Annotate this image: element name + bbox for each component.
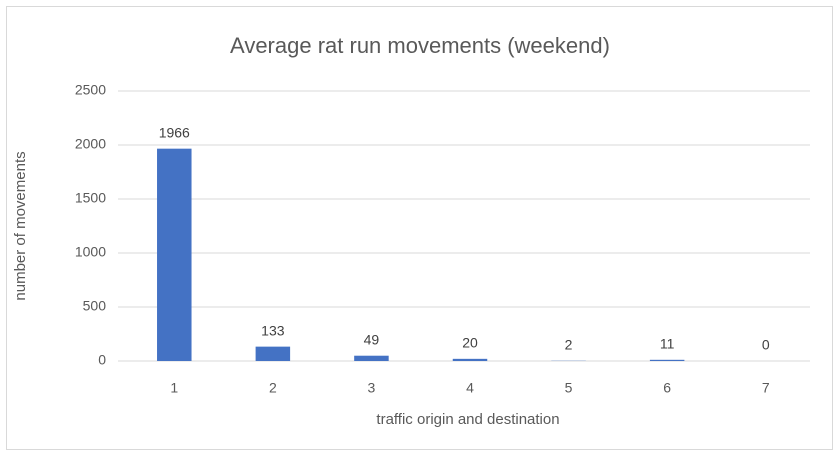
y-tick-label: 1500: [75, 190, 106, 206]
bar: [649, 359, 685, 361]
bar: [255, 346, 291, 361]
data-label: 2: [565, 336, 573, 352]
chart-border: [6, 6, 833, 450]
data-label: 0: [762, 337, 770, 353]
data-label: 1966: [159, 124, 190, 140]
x-tick-label: 6: [663, 380, 671, 396]
x-tick-label: 5: [565, 380, 573, 396]
y-axis-label: number of movements: [12, 151, 29, 300]
bar: [452, 358, 488, 361]
x-tick-label: 3: [368, 380, 376, 396]
bar: [157, 148, 192, 361]
chart-title: Average rat run movements (weekend): [230, 33, 610, 58]
y-tick-label: 0: [98, 352, 106, 368]
data-label: 20: [462, 335, 478, 351]
data-label: 49: [364, 331, 380, 347]
bar: [354, 355, 389, 361]
x-tick-label: 7: [762, 380, 770, 396]
x-axis-label: traffic origin and destination: [376, 411, 559, 428]
y-tick-label: 2000: [75, 136, 106, 152]
x-tick-label: 1: [170, 380, 178, 396]
x-tick-label: 4: [466, 380, 474, 396]
x-tick-label: 2: [269, 380, 277, 396]
data-label: 11: [660, 336, 675, 352]
data-label: 133: [261, 322, 285, 338]
y-tick-label: 2500: [75, 82, 106, 98]
y-tick-label: 500: [83, 298, 107, 314]
y-tick-label: 1000: [75, 244, 106, 260]
